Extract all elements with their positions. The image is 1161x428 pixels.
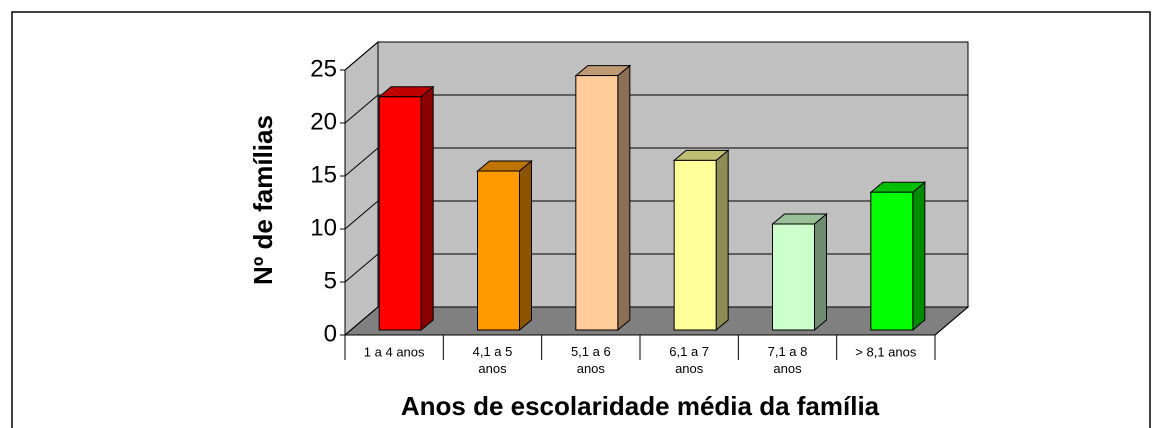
y-tick-label: 5 bbox=[324, 267, 337, 294]
bar-side bbox=[519, 159, 532, 332]
bar-front bbox=[772, 223, 815, 331]
x-tick-label: 6,1 a 7 anos bbox=[669, 344, 709, 376]
grid-line bbox=[344, 200, 968, 230]
bar-front bbox=[477, 170, 520, 331]
bar bbox=[476, 159, 533, 332]
frame bbox=[11, 11, 1151, 428]
x-tick-label: 5,1 a 6 anos bbox=[571, 344, 611, 376]
bar bbox=[869, 181, 927, 332]
bar bbox=[574, 64, 632, 332]
bar-side bbox=[420, 85, 434, 332]
y-tick-label: 0 bbox=[324, 320, 337, 347]
bar-front bbox=[378, 96, 422, 331]
x-tick-label: 7,1 a 8 anos bbox=[768, 344, 808, 376]
y-tick-label: 20 bbox=[310, 108, 337, 135]
grid-line bbox=[344, 94, 968, 124]
y-tick-label: 10 bbox=[310, 214, 337, 241]
bar bbox=[377, 85, 435, 332]
floor-edge bbox=[934, 306, 969, 336]
grid-line bbox=[344, 306, 968, 336]
x-tick-label: > 8,1 anos bbox=[855, 344, 917, 359]
grid-line bbox=[344, 41, 968, 71]
grid-line bbox=[344, 253, 968, 283]
y-tick-label: 15 bbox=[310, 161, 337, 188]
bar-side bbox=[912, 181, 926, 332]
bar-side bbox=[617, 64, 631, 332]
bar-front bbox=[673, 159, 717, 331]
bar-side bbox=[715, 149, 729, 332]
y-axis-title: Nº de famílias bbox=[248, 115, 278, 285]
x-tick-label: 1 a 4 anos bbox=[364, 344, 425, 359]
bar-front bbox=[575, 75, 619, 331]
x-axis-title: Anos de escolaridade média da família bbox=[401, 391, 880, 421]
grid-line bbox=[344, 147, 968, 177]
x-tick-label: 4,1 a 5 anos bbox=[473, 344, 513, 376]
side-wall bbox=[344, 40, 379, 337]
y-tick-label: 25 bbox=[310, 55, 337, 82]
bar bbox=[771, 212, 828, 332]
bar-side bbox=[814, 212, 827, 332]
bar-front bbox=[870, 191, 914, 331]
bar bbox=[672, 149, 730, 332]
